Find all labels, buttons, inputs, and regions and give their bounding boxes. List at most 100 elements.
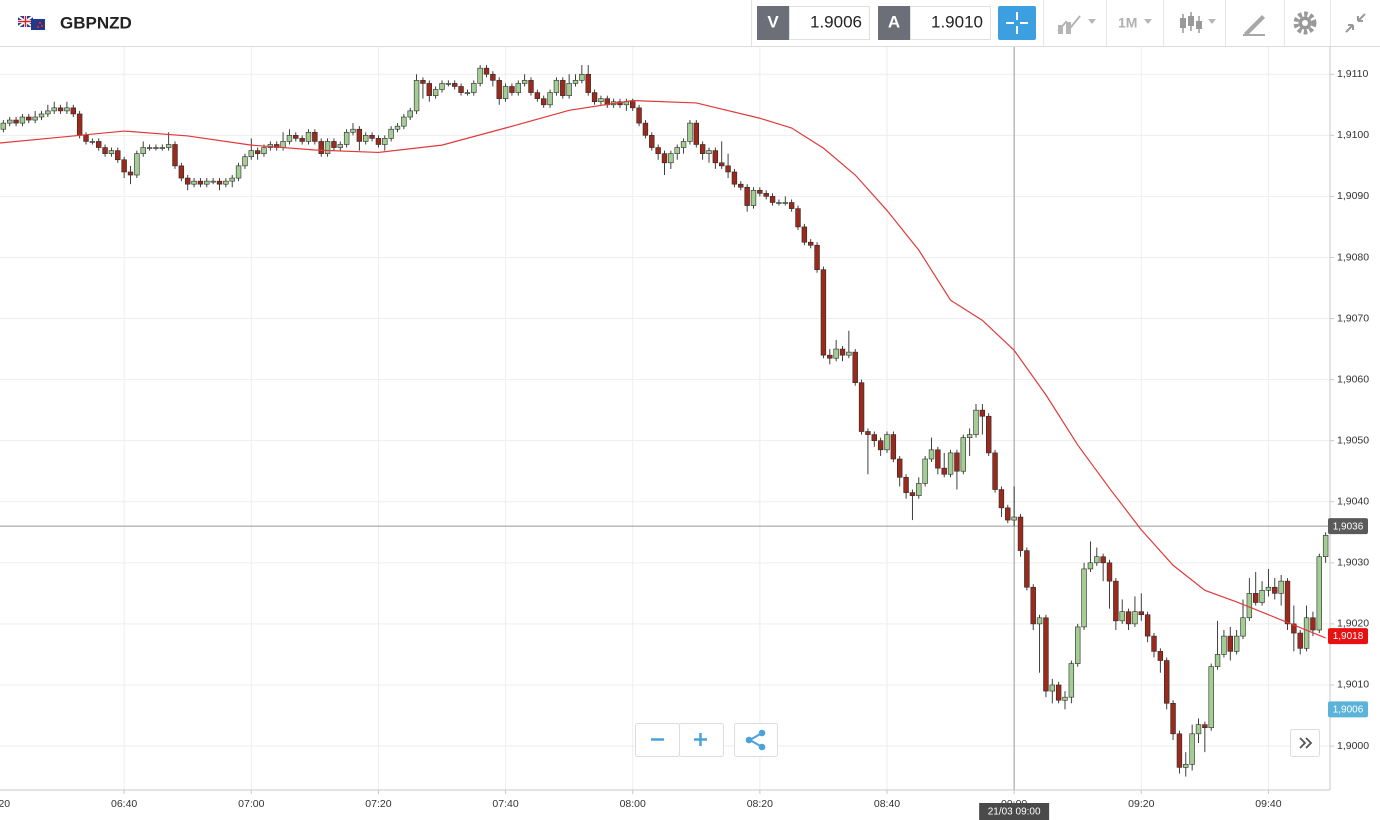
candle-body — [432, 89, 439, 96]
crosshair-x-label-bg — [979, 803, 1050, 820]
candle-body — [439, 83, 445, 90]
candle-body — [738, 183, 744, 188]
candle-body — [833, 348, 839, 359]
candle-body — [115, 150, 121, 161]
candle-body — [1246, 593, 1253, 619]
candle-body — [1106, 562, 1113, 582]
candle-body — [515, 83, 521, 93]
drawing-button[interactable] — [1243, 15, 1265, 36]
candle-body — [719, 162, 725, 167]
candle-body — [935, 449, 941, 469]
candle-body — [1043, 617, 1049, 692]
candle-body — [394, 125, 401, 130]
crosshair-y-label-bg — [1328, 518, 1368, 535]
candle-body — [1087, 562, 1094, 570]
candle-body — [388, 128, 394, 139]
ask-price: 1.9010 — [931, 12, 983, 31]
candle-body — [725, 165, 731, 173]
candle-body — [502, 86, 509, 99]
candle-body — [426, 83, 432, 96]
share-button[interactable] — [734, 723, 778, 757]
candle-body — [83, 135, 89, 142]
candle-body — [1125, 611, 1132, 625]
candle-body — [375, 138, 382, 145]
candle-body — [731, 171, 738, 185]
candle-body — [566, 83, 572, 96]
candle-body — [185, 177, 191, 185]
candle-body — [127, 171, 134, 176]
candle-body — [38, 113, 45, 118]
timeframe-button[interactable]: 1M — [1118, 15, 1152, 31]
y-tick-label: 1,9000 — [1337, 740, 1369, 752]
candle-body — [178, 165, 185, 179]
candle-body — [954, 452, 960, 472]
candle-body — [820, 269, 827, 356]
candle-body — [846, 351, 852, 356]
bid-button[interactable] — [757, 6, 789, 40]
candle-body — [343, 131, 350, 145]
candle-body — [1291, 623, 1297, 634]
candle-body — [744, 186, 750, 206]
candle-body — [76, 113, 83, 136]
candle-body — [852, 351, 858, 383]
candle-body — [413, 80, 420, 112]
candle-body — [7, 119, 13, 124]
bid-box — [789, 6, 870, 40]
x-tick-label: 08:40 — [874, 798, 900, 810]
candle-body — [750, 189, 757, 206]
candle-body — [1011, 516, 1017, 521]
settings-button[interactable] — [1293, 11, 1317, 35]
candle-body — [1157, 651, 1164, 661]
ask-button[interactable] — [878, 6, 910, 40]
collapse-button[interactable] — [1345, 13, 1366, 33]
candle-body — [966, 434, 973, 438]
y-tick-label: 1,9050 — [1337, 434, 1369, 446]
candle-body — [216, 180, 223, 185]
candle-body — [235, 165, 242, 179]
y-tick-label: 1,9010 — [1337, 679, 1369, 691]
candle-body — [1030, 586, 1036, 625]
candle-body — [769, 196, 776, 203]
candle-body — [286, 135, 293, 142]
candle-body — [445, 83, 452, 85]
candle-body — [890, 434, 897, 460]
candle-body — [1297, 632, 1303, 649]
candle-body — [350, 128, 356, 133]
candle-body — [121, 159, 127, 173]
candle-body — [986, 415, 992, 454]
candle-body — [1227, 635, 1233, 652]
candle-body — [324, 141, 331, 154]
candle-body — [992, 452, 998, 490]
candle-body — [197, 180, 204, 185]
candle-body — [477, 67, 483, 84]
candle-body — [534, 92, 541, 99]
candle-body — [827, 354, 833, 359]
compare-button[interactable] — [1057, 15, 1096, 34]
zoom-in-icon — [694, 733, 707, 746]
candle-body — [318, 141, 324, 154]
y-tick-label: 1,9090 — [1337, 190, 1369, 202]
candle-body — [483, 67, 490, 75]
crosshair-button[interactable] — [998, 6, 1036, 40]
candle-body — [26, 116, 32, 121]
candle-body — [1164, 660, 1170, 704]
x-tick-label: 07:00 — [238, 798, 264, 810]
header-bg — [0, 0, 1380, 46]
chart-type-button[interactable] — [1180, 12, 1216, 33]
candle-body — [407, 110, 413, 118]
candle-body — [1284, 580, 1291, 625]
crosshair-y-label: 1,9036 — [1333, 521, 1364, 532]
candle-body — [795, 208, 801, 228]
candle-body — [102, 147, 108, 154]
candle-body — [903, 477, 909, 493]
y-tick-label: 1,9080 — [1337, 251, 1369, 263]
y-tick-label: 1,9110 — [1337, 68, 1368, 80]
candle-body — [401, 116, 407, 127]
candle-body — [979, 409, 986, 417]
price-marker-label: 1,9006 — [1333, 705, 1364, 716]
candle-body — [553, 80, 560, 93]
zoom-controls — [635, 723, 1320, 757]
candle-body — [757, 189, 763, 194]
candle-body — [1278, 580, 1284, 594]
candle-body — [1253, 593, 1259, 603]
